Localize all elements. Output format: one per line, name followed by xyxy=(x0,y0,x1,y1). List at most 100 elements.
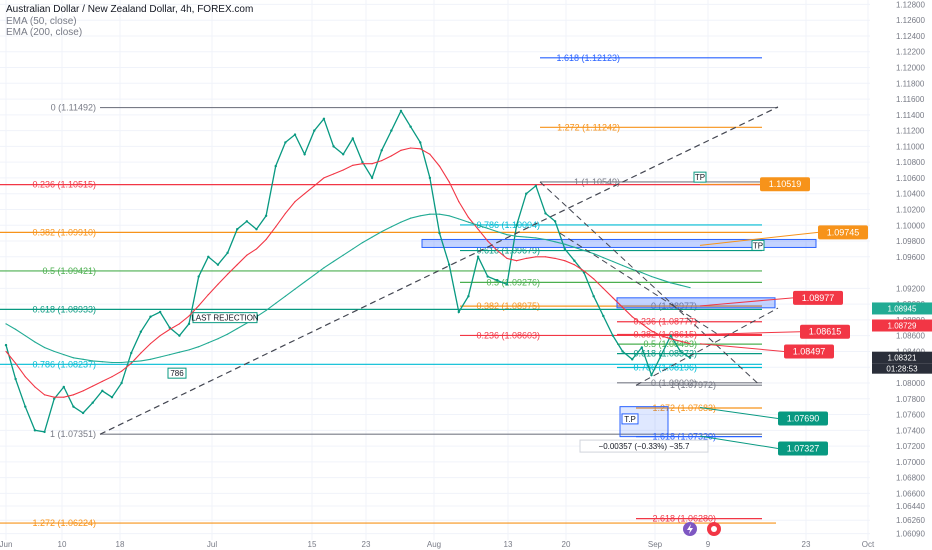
y-tick-label: 1.09600 xyxy=(896,253,925,262)
series-point xyxy=(33,429,37,432)
price-tag-pointer xyxy=(699,406,779,419)
series-point xyxy=(583,249,585,252)
y-tick-label: 1.11200 xyxy=(896,127,925,136)
x-tick-label: 23 xyxy=(362,540,371,549)
series-point xyxy=(381,159,383,162)
x-axis[interactable]: Jun 10 18 Jul 15 23 Aug 13 20 Sep 9 23 Oct xyxy=(0,540,875,549)
axis-price-tag[interactable] xyxy=(872,302,932,315)
series-point xyxy=(43,394,46,396)
price-tags[interactable]: 1.10519 1.09745 1.08977 1.08615 1.08497 1.076… xyxy=(699,177,868,456)
x-tick-label: Aug xyxy=(427,540,441,549)
price-tag-label: 1.07690 xyxy=(787,413,820,423)
series-point xyxy=(159,356,161,358)
series-point xyxy=(496,279,499,282)
y-tick-label: 1.10400 xyxy=(896,190,925,199)
series-point xyxy=(641,323,643,325)
series-point xyxy=(52,397,56,400)
series-point xyxy=(91,401,94,404)
series-point xyxy=(506,257,508,259)
series-point xyxy=(168,326,171,329)
series-point xyxy=(158,310,162,314)
series-point xyxy=(188,315,190,317)
axis-price-tag[interactable] xyxy=(872,319,932,332)
price-tag-label: 1.09745 xyxy=(827,227,860,237)
price-tag-label: 1.10519 xyxy=(769,179,802,189)
series-point xyxy=(429,213,431,215)
flag-glyph xyxy=(711,526,717,532)
y-tick-label: 1.07600 xyxy=(896,411,925,420)
series-point xyxy=(650,330,653,332)
fib-level-label: 0.618 (1.08933) xyxy=(32,304,96,314)
series-point xyxy=(410,147,412,149)
y-tick-label: 1.06800 xyxy=(896,474,925,483)
price-tag[interactable] xyxy=(778,411,828,426)
price-tag[interactable] xyxy=(818,225,868,240)
series-point xyxy=(332,173,335,175)
series-point xyxy=(641,271,643,274)
axis-price-tag[interactable] xyxy=(872,351,932,364)
series-line-ema50 xyxy=(5,147,691,398)
series-point xyxy=(419,141,422,144)
fib-level-label: 1 (1.07972) xyxy=(670,380,716,390)
series-point xyxy=(409,125,412,128)
fib-level-label: 1.272 (1.11242) xyxy=(557,122,620,132)
series-point xyxy=(448,215,450,217)
series-point xyxy=(410,217,412,219)
y-tick-label: 1.12800 xyxy=(896,0,925,9)
series-point xyxy=(313,129,316,132)
series-point xyxy=(390,129,393,132)
indicator-ema50-label[interactable]: EMA (50, close) xyxy=(6,16,77,27)
series-point xyxy=(630,358,634,361)
bottom-icons[interactable] xyxy=(683,522,721,536)
indicator-ema200-label[interactable]: EMA (200, close) xyxy=(6,27,82,38)
x-tick-label: 20 xyxy=(562,540,571,549)
series-point xyxy=(447,263,451,266)
series-point xyxy=(689,342,691,345)
series-point xyxy=(72,357,75,359)
series-point xyxy=(198,305,200,307)
series-point xyxy=(487,227,489,230)
series-point xyxy=(612,260,614,263)
fib-levels: 1.618 (1.12123) 0 (1.11492) 1.272 (1.11242… xyxy=(0,53,778,528)
series-point xyxy=(458,200,460,203)
series-point xyxy=(399,109,403,113)
series-point xyxy=(34,341,36,343)
y-axis[interactable]: 1.12800 1.12600 1.12400 1.12200 1.12000 1.118… xyxy=(872,0,932,539)
last-rejection-label-box xyxy=(192,312,258,324)
series-point xyxy=(419,215,421,217)
countdown-label: 01:28:53 xyxy=(886,365,918,374)
series-point xyxy=(438,165,441,167)
series-point xyxy=(62,385,66,389)
marker-786-label: 786 xyxy=(170,369,184,378)
y-tick-label: 1.10000 xyxy=(896,221,925,230)
series-point xyxy=(553,220,557,223)
price-tag[interactable] xyxy=(784,344,834,359)
price-tag[interactable] xyxy=(793,290,843,305)
price-tag[interactable] xyxy=(778,441,828,456)
tp-label-2-box xyxy=(751,239,765,251)
series-point xyxy=(111,361,113,364)
y-tick-label: 1.12600 xyxy=(896,16,925,25)
series-point xyxy=(573,259,576,262)
series-point xyxy=(438,213,441,215)
series-point xyxy=(515,235,518,237)
series-point xyxy=(688,356,692,359)
marker-786-label-box xyxy=(167,367,187,379)
series-point xyxy=(101,380,103,383)
fib-level-label: 0.786 (1.08237) xyxy=(32,359,96,369)
fib-level-label: 0 (1.11492) xyxy=(51,103,96,113)
series-point xyxy=(322,117,326,120)
price-tag[interactable] xyxy=(760,177,810,192)
price-tag[interactable] xyxy=(800,324,850,339)
series-point xyxy=(660,279,662,281)
y-tick-label: 1.07200 xyxy=(896,442,925,451)
series-point xyxy=(217,283,219,286)
fib-level-label: 0 (1.08002) xyxy=(651,378,697,388)
series-point xyxy=(650,373,653,377)
series-point xyxy=(121,361,123,364)
series-point xyxy=(390,155,392,157)
series-point xyxy=(53,350,55,353)
x-tick-label: Jun xyxy=(0,540,12,549)
x-tick-label: 18 xyxy=(116,540,125,549)
